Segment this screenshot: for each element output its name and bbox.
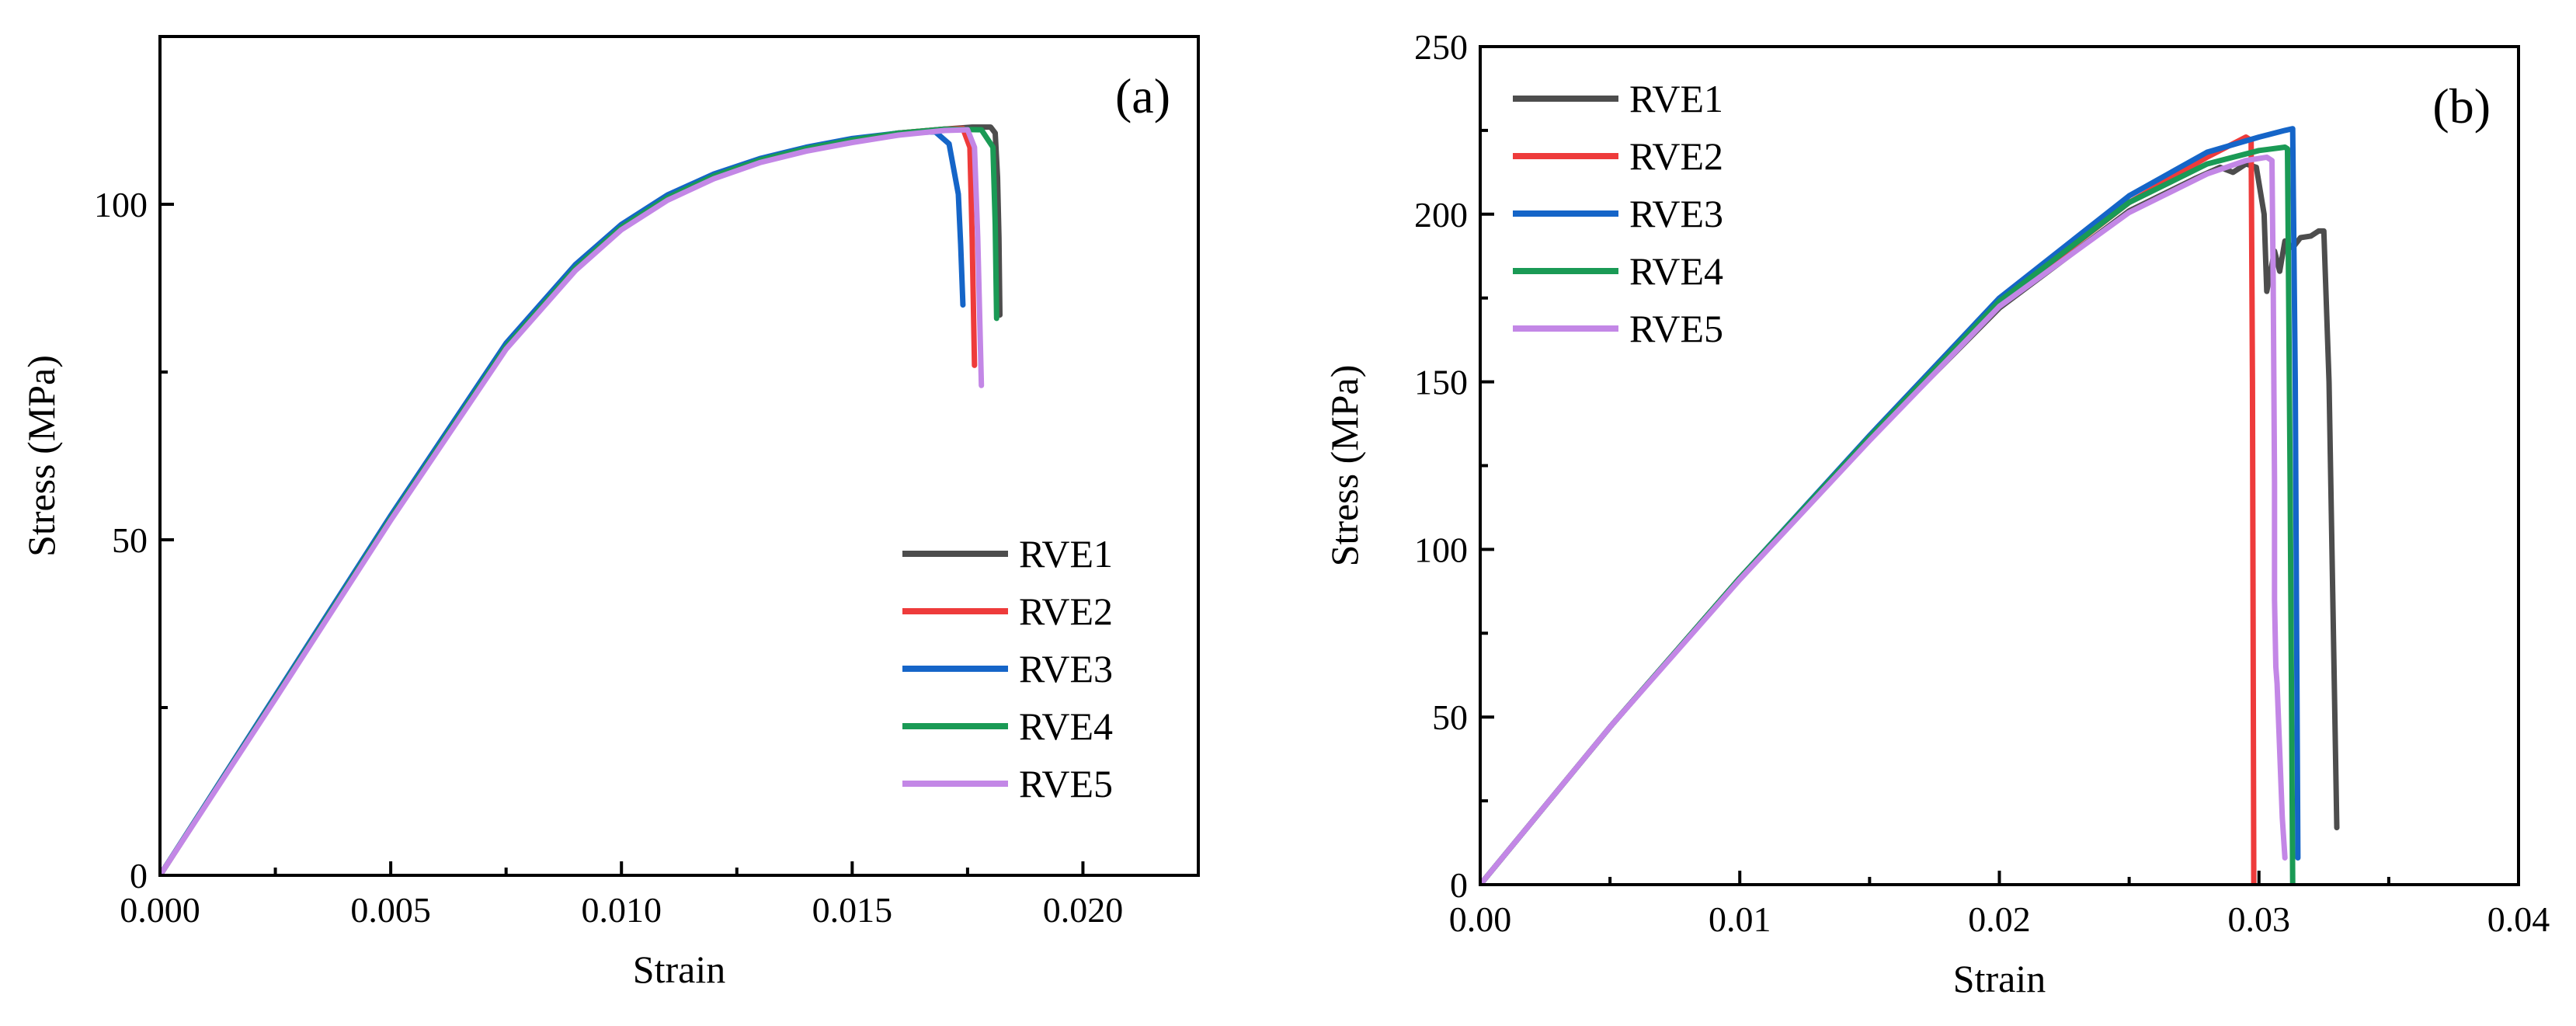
chart-b-x-tick-label: 0.04 [2487,899,2550,939]
chart-a-legend-label-rve3: RVE3 [1019,647,1113,690]
chart-b-x-tick-label: 0.03 [2228,899,2291,939]
chart-b-legend-label-rve4: RVE4 [1629,249,1723,293]
chart-a-legend-label-rve2: RVE2 [1019,590,1113,633]
chart-a-series-rve4-line [160,126,999,875]
chart-a-series-rve5-line [160,127,985,875]
chart-a-series-rve1-line [160,124,1003,875]
chart-b-y-tick-label: 100 [1414,530,1468,569]
chart-b-x-tick-label: 0.02 [1968,899,2031,939]
chart-a-legend-label-rve5: RVE5 [1019,762,1113,805]
chart-a-series-rve2-line [160,125,978,875]
chart-b-x-axis-title: Strain [1953,957,2046,1000]
chart-a-panel-label: (a) [1115,68,1170,123]
chart-a-series-group [160,124,1003,875]
chart-b-y-tick-label: 200 [1414,195,1468,235]
chart-b-series-rve2-line [1480,134,2257,885]
chart-b-legend: RVE1 RVE2 RVE3 RVE4 RVE5 [1513,77,1723,350]
chart-a-x-axis-title: Strain [633,948,725,991]
chart-a-y-tick-label: 100 [94,185,148,224]
chart-b-y-tick-label: 150 [1414,363,1468,402]
chart-b-panel-label: (b) [2432,78,2491,134]
chart-b-legend-label-rve3: RVE3 [1629,192,1723,235]
chart-b-series-rve5-line [1480,154,2288,885]
chart-b-series-rve4-line [1480,144,2296,885]
chart-b-x-tick-label: 0.00 [1449,899,1512,939]
chart-a-y-tick-label: 0 [130,856,148,896]
chart-a-legend-label-rve4: RVE4 [1019,704,1113,748]
chart-a-legend-label-rve1: RVE1 [1019,532,1113,576]
chart-a-y-axis-title: Stress (MPa) [19,355,63,557]
chart-a-series-rve3-line [160,129,966,875]
chart-b-y-tick-label: 0 [1450,865,1468,905]
chart-panel-a: 0.000 0.005 0.010 0.015 0.020 0 50 100 Strain Str… [19,35,1200,991]
chart-panel-b: 0.00 0.01 0.02 0.03 0.04 0 50 100 150 200 250 Strai… [1323,27,2550,1000]
chart-b-legend-label-rve1: RVE1 [1629,77,1723,120]
chart-a-x-tick-label: 0.000 [120,890,200,930]
chart-b-series-group [1480,126,2340,885]
chart-b-x-tick-label: 0.01 [1709,899,1771,939]
chart-b-series-rve3-line [1480,126,2301,885]
chart-b-legend-label-rve2: RVE2 [1629,134,1723,178]
chart-a-x-tick-label: 0.020 [1043,890,1124,930]
chart-a-x-tick-label: 0.010 [581,890,662,930]
chart-a-x-tick-label: 0.005 [350,890,431,930]
chart-b-y-tick-label: 50 [1432,697,1468,737]
chart-a-plot-frame [158,35,1200,877]
chart-b-y-axis-title: Stress (MPa) [1323,365,1366,567]
chart-a-x-tick-label: 0.015 [812,890,893,930]
chart-b-y-tick-label: 250 [1414,27,1468,67]
chart-b-legend-label-rve5: RVE5 [1629,307,1723,350]
chart-a-legend: RVE1 RVE2 RVE3 RVE4 RVE5 [902,532,1113,805]
chart-a-y-tick-label: 50 [112,520,148,560]
